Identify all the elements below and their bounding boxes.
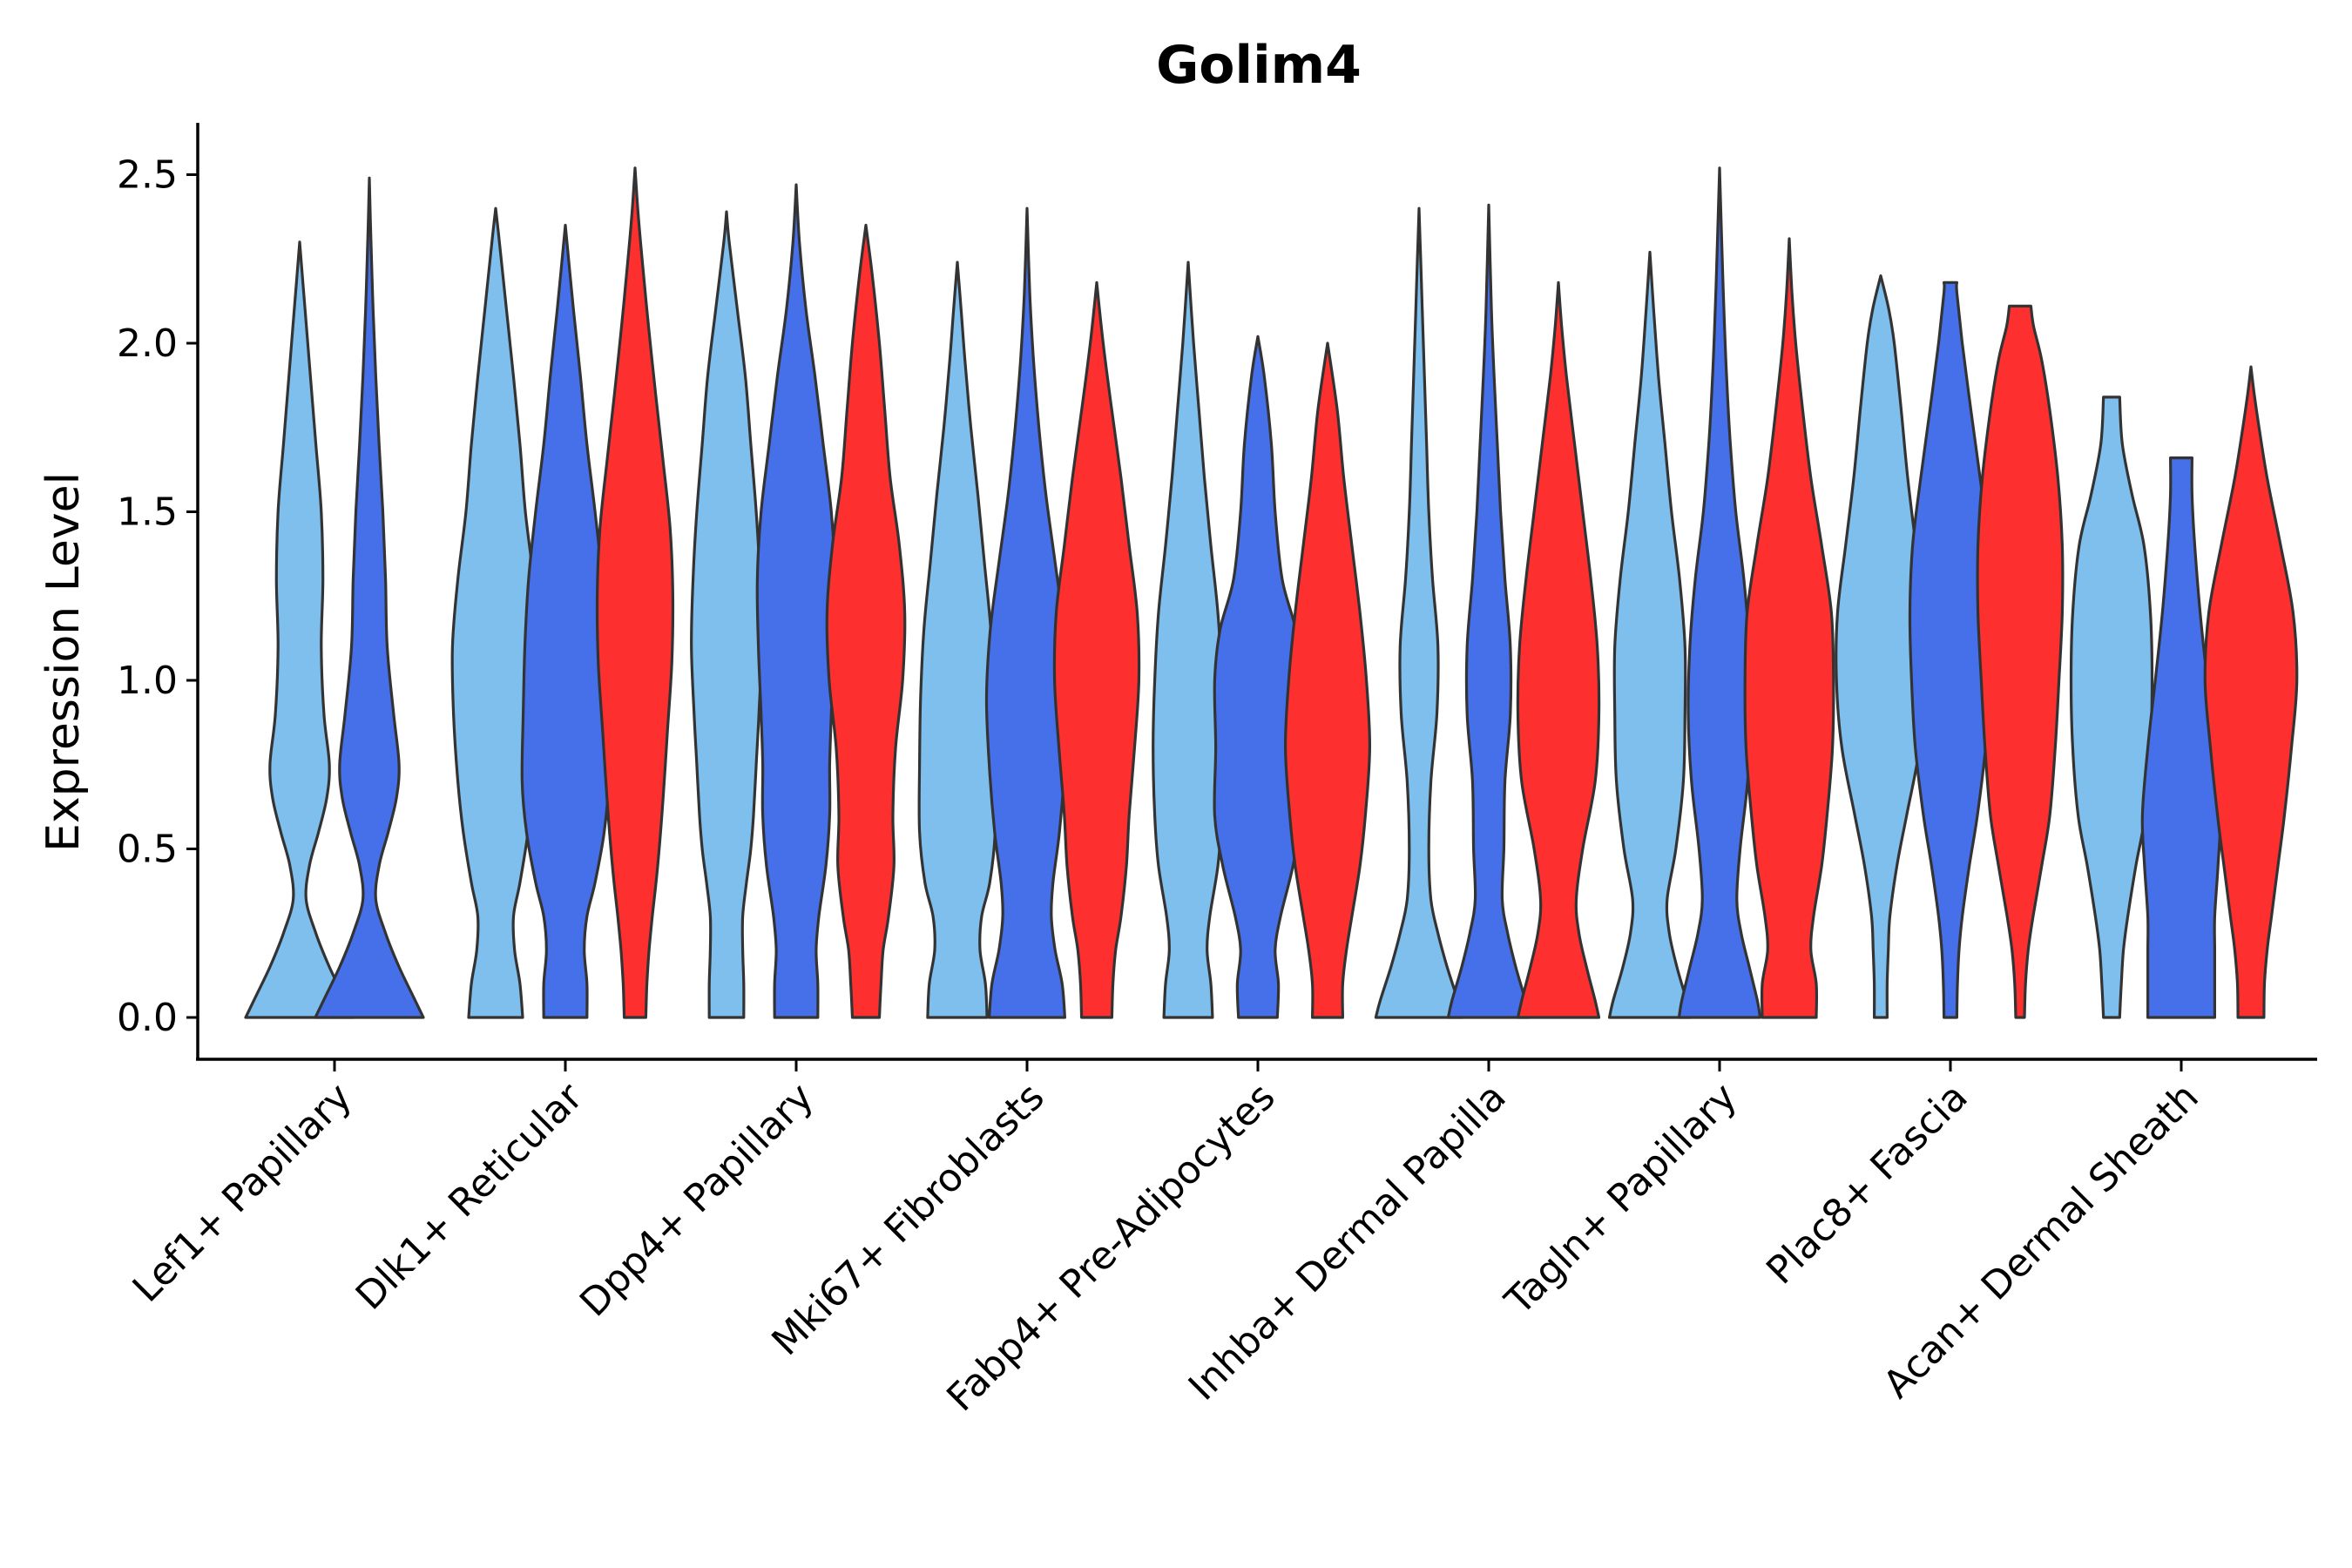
violin-7-1 (1607, 250, 1693, 1019)
violin-4-3 (1052, 280, 1141, 1019)
x-tick-label: Tagln+ Papillary (1497, 1075, 1746, 1324)
violin-2-2 (520, 223, 611, 1019)
violin-7-2 (1677, 166, 1762, 1019)
violin-3-2 (755, 183, 837, 1019)
x-tick-label: Plac8+ Fascia (1758, 1075, 1977, 1294)
violin-4-2 (984, 206, 1070, 1019)
violin-7-3 (1743, 237, 1835, 1019)
x-tick-label: Dpp4+ Papillary (571, 1075, 822, 1326)
y-tick-label: 2.5 (117, 153, 178, 198)
y-tick-label: 1.5 (117, 490, 178, 535)
violin-1-1 (244, 240, 355, 1019)
violin-3-1 (690, 210, 763, 1019)
violin-5-1 (1152, 260, 1225, 1019)
violin-3-3 (825, 223, 907, 1019)
violin-9-3 (2203, 365, 2299, 1019)
y-axis-label: Expression Level (37, 472, 90, 852)
y-tick-label: 2.0 (117, 321, 178, 366)
violin-5-3 (1283, 341, 1372, 1019)
violin-9-2 (2140, 456, 2222, 1019)
violin-6-3 (1516, 280, 1601, 1019)
y-tick-label: 0.0 (117, 996, 178, 1040)
violin-8-1 (1835, 274, 1927, 1019)
y-tick-label: 0.5 (117, 828, 178, 872)
x-tick-label: Dlk1+ Reticular (348, 1074, 592, 1319)
violin-6-2 (1446, 203, 1531, 1019)
y-tick-label: 1.0 (117, 659, 178, 703)
y-ticks: 0.0 0.5 1.0 1.5 2.0 2.5 (117, 153, 198, 1040)
violin-2-3 (595, 166, 675, 1019)
violin-6-1 (1374, 206, 1464, 1019)
violin-1-2 (314, 176, 425, 1019)
violins-layer (244, 166, 2299, 1019)
violin-4-1 (917, 260, 997, 1019)
violin-8-3 (1976, 304, 2065, 1019)
violin-9-1 (2069, 395, 2154, 1019)
violin-8-2 (1908, 280, 1993, 1019)
x-tick-label: Lef1+ Papillary (125, 1075, 361, 1311)
chart-title: Golim4 (1156, 35, 1362, 96)
